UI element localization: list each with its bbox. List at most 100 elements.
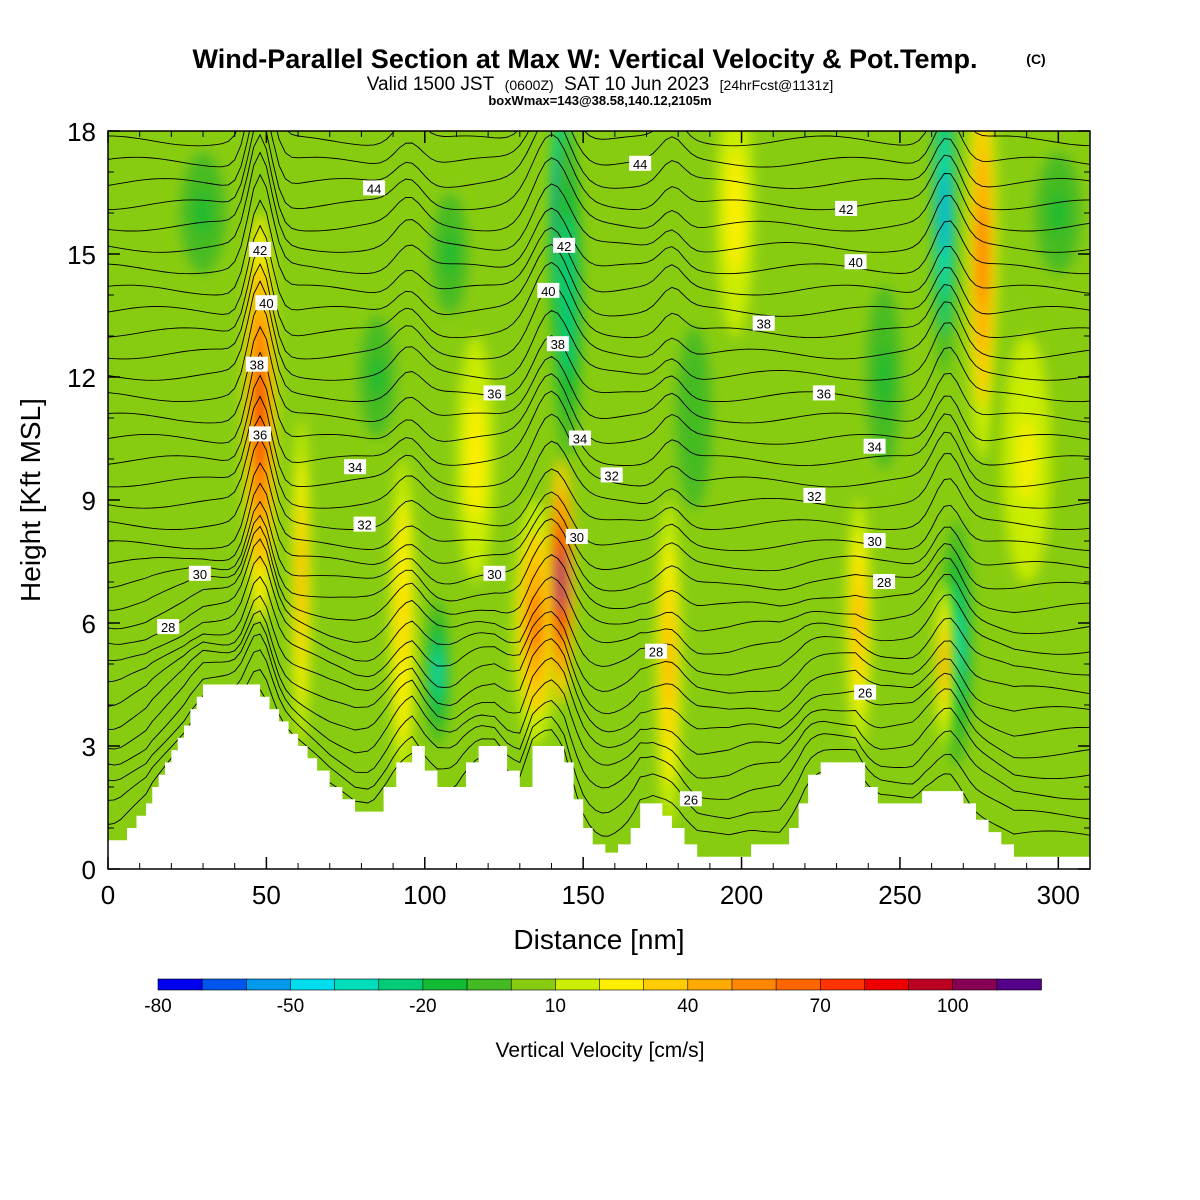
theta-contour-line: [108, 395, 1090, 488]
theta-label: 38: [245, 356, 268, 373]
theta-label: 34: [344, 459, 367, 475]
y-tick-label: 9: [82, 486, 96, 516]
theta-label: 40: [255, 295, 278, 311]
theta-label: 36: [483, 385, 506, 401]
updraft-19: [846, 500, 872, 746]
theta-contour-line: [108, 131, 1090, 168]
theta-label-text: 42: [839, 202, 853, 217]
colorbar-title: Vertical Velocity [cm/s]: [496, 1039, 705, 1062]
theta-label: 32: [600, 467, 623, 483]
theta-contour-line: [108, 595, 1090, 715]
theta-label-bg: [752, 315, 775, 331]
theta-label-text: 42: [253, 243, 267, 258]
theta-contour-line: [108, 199, 1090, 296]
theta-label-bg: [844, 254, 867, 270]
theta-label: 42: [835, 200, 858, 217]
theta-contour-labels: 44 44 42 42 42 40 40 40 38 38 38 36 36 36 34 34 34 32 32 32…: [157, 155, 896, 807]
theta-label-bg: [483, 385, 506, 401]
x-tick-label: 300: [1037, 880, 1080, 910]
colorbar-tick-label: 40: [677, 996, 698, 1017]
downdraft-9: [858, 254, 910, 500]
colorbar-swatch: [334, 978, 380, 991]
theta-contour-line: [108, 621, 1090, 759]
y-axis-label: Height [Kft MSL]: [15, 398, 46, 602]
theta-label: 26: [854, 684, 877, 701]
theta-label: 40: [844, 254, 867, 270]
colorbar-swatch: [599, 978, 645, 991]
theta-label-text: 30: [867, 534, 881, 549]
theta-label-text: 32: [807, 489, 821, 504]
colorbar-swatch: [555, 978, 601, 991]
x-axis-label: Distance [nm]: [513, 924, 684, 955]
updraft-13: [389, 459, 416, 787]
theta-label-text: 34: [573, 432, 587, 447]
theta-contour-line: [108, 133, 1090, 232]
x-tick-label: 50: [252, 880, 281, 910]
theta-label: 42: [249, 241, 272, 258]
theta-label-bg: [835, 200, 858, 216]
theta-label-bg: [157, 619, 180, 635]
box-wmax-note: boxWmax=143@38.58,140.12,2105m: [488, 93, 711, 108]
theta-label: 36: [249, 426, 272, 442]
theta-label: 28: [157, 619, 180, 635]
theta-label: 38: [752, 315, 775, 332]
theta-label-text: 28: [161, 620, 175, 635]
theta-label-text: 44: [367, 181, 381, 196]
theta-label-text: 32: [604, 468, 618, 483]
theta-label: 34: [863, 438, 886, 455]
theta-label-bg: [812, 385, 835, 401]
theta-label-text: 44: [633, 157, 647, 172]
colorbar-swatch: [201, 978, 248, 991]
y-tick-label: 12: [67, 363, 96, 393]
theta-label-bg: [188, 565, 211, 581]
colorbar-tick-label: 10: [545, 996, 566, 1017]
colorbar-tick-label: 70: [810, 996, 831, 1017]
theta-contour-line: [108, 280, 1090, 381]
terrain-mask: [108, 684, 1090, 869]
colorbar-swatch: [996, 978, 1042, 991]
updraft-12: [291, 418, 311, 746]
downdraft-8: [1026, 131, 1090, 295]
copyright-mark: (C): [1026, 51, 1045, 67]
colorbar-tick-label: -20: [409, 996, 436, 1017]
theta-contour-line: [108, 151, 1090, 253]
theta-contour-line: [108, 131, 1090, 147]
theta-contour-line: [108, 500, 1090, 592]
theta-label-text: 36: [817, 386, 831, 401]
valid-utc: (0600Z): [505, 77, 554, 93]
x-tick-label: 100: [403, 880, 446, 910]
colorbar-swatch: [731, 978, 777, 991]
updraft-22: [994, 295, 1059, 623]
theta-label-text: 36: [253, 427, 267, 442]
theta-label: 36: [812, 385, 835, 401]
valid-date: SAT 10 Jun 2023: [564, 74, 709, 95]
colorbar-swatch: [290, 978, 336, 991]
theta-label-text: 40: [259, 296, 273, 311]
terrain: [108, 684, 1090, 869]
theta-contour-line: [108, 649, 1090, 800]
colorbar-swatch: [422, 978, 468, 991]
updraft-17: [656, 500, 682, 828]
theta-contour-line: [108, 575, 1090, 695]
theta-label-bg: [679, 791, 702, 807]
y-tick-label: 18: [67, 117, 96, 147]
chart-title: Wind-Parallel Section at Max W: Vertical…: [193, 44, 978, 74]
theta-contour-line: [108, 173, 1090, 275]
theta-contour-line: [108, 538, 1090, 655]
theta-label: 38: [546, 336, 569, 352]
x-tick-label: 150: [561, 880, 604, 910]
theta-label-bg: [645, 643, 668, 659]
colorbar-swatch: [466, 978, 512, 991]
theta-contour-line: [108, 300, 1090, 403]
colorbar-swatch: [908, 978, 954, 991]
theta-label-bg: [546, 336, 569, 352]
theta-label-bg: [629, 155, 652, 171]
theta-contour-line: [108, 482, 1090, 572]
colorbar-swatch: [687, 978, 733, 991]
downdraft-10: [668, 295, 720, 541]
theta-contour-line: [108, 374, 1090, 467]
valid-time-line: Valid 1500 JST (0600Z) SAT 10 Jun 2023 […: [367, 74, 833, 95]
updraft-21: [966, 131, 999, 459]
theta-label-bg: [245, 356, 268, 372]
